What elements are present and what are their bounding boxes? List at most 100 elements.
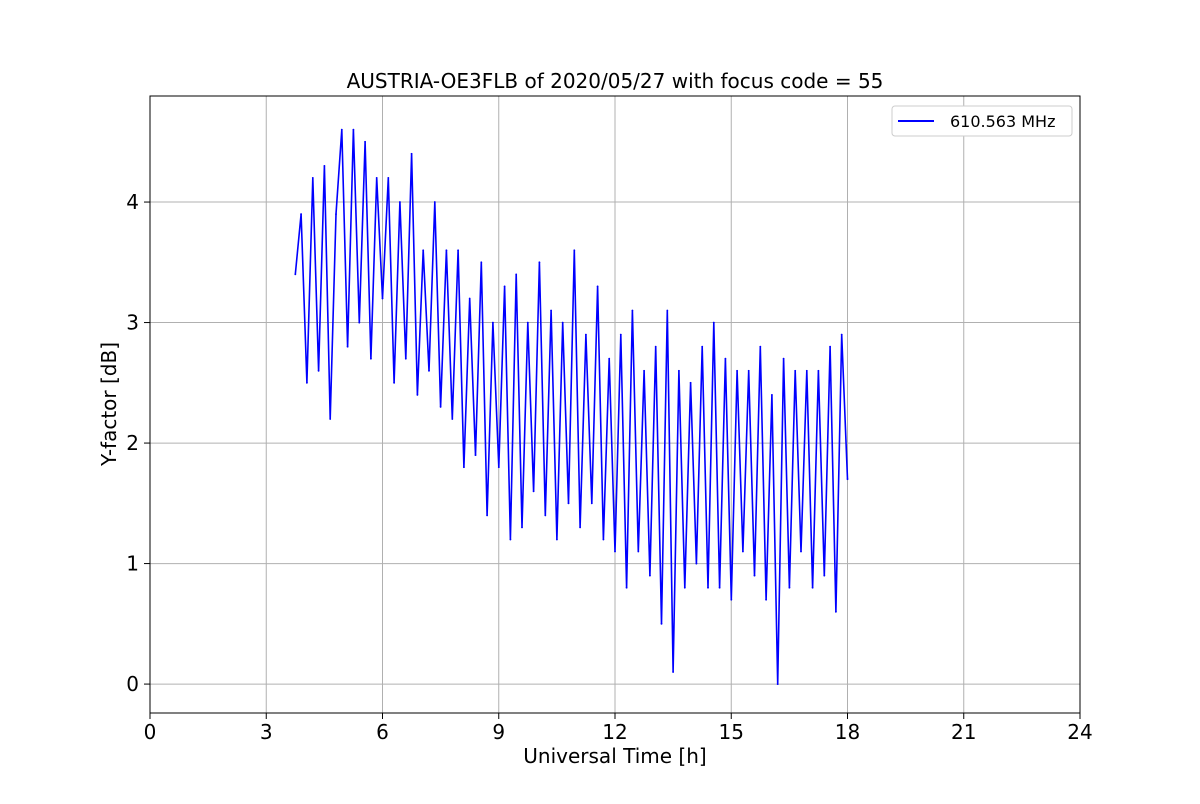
data-point [311, 177, 314, 179]
data-point [486, 514, 488, 517]
data-point [596, 285, 599, 288]
data-point [317, 369, 320, 372]
data-point [654, 345, 657, 348]
data-point [428, 369, 430, 372]
data-point [701, 345, 704, 348]
data-point [840, 333, 843, 336]
data-point [521, 526, 523, 529]
data-point [393, 381, 395, 384]
legend-box [891, 105, 1073, 137]
data-point [526, 321, 529, 324]
data-point [730, 598, 733, 601]
data-point [346, 345, 349, 348]
y-axis-label: Y-factor [dB] [97, 342, 121, 467]
legend: 610.563 MHz [891, 105, 1073, 137]
data-point [631, 309, 634, 312]
data-point [561, 321, 564, 324]
data-point [492, 321, 494, 324]
data-point [707, 586, 709, 589]
data-point [649, 574, 651, 577]
series-layer [294, 128, 849, 685]
data-point [585, 333, 587, 336]
data-point [689, 381, 692, 384]
data-point [538, 261, 541, 264]
data-point [294, 273, 297, 276]
data-point [753, 574, 756, 577]
data-point [759, 345, 762, 348]
data-point [718, 586, 721, 589]
y-tick-label: 1 [126, 552, 139, 576]
data-point [480, 261, 483, 264]
data-point [666, 309, 669, 312]
legend-label: 610.563 MHz [950, 112, 1055, 131]
x-tick-label: 12 [602, 720, 627, 744]
data-point [404, 357, 407, 360]
y-tick-label: 2 [126, 431, 139, 455]
data-point [619, 333, 622, 336]
data-point [410, 152, 413, 155]
data-point [590, 502, 593, 505]
data-point [637, 550, 640, 553]
data-point [340, 128, 343, 131]
data-point [300, 213, 302, 216]
data-point [544, 514, 547, 517]
data-point [625, 586, 628, 589]
data-point [381, 297, 384, 300]
data-point [550, 309, 552, 312]
data-point [439, 406, 442, 408]
data-point [683, 586, 686, 589]
data-point [776, 683, 779, 685]
data-point [736, 369, 738, 372]
data-point [329, 418, 332, 420]
data-point [422, 249, 425, 252]
data-point [375, 177, 378, 179]
data-point [817, 369, 820, 372]
data-point [724, 357, 727, 360]
data-point [811, 586, 814, 589]
data-point [468, 297, 471, 300]
data-point [457, 249, 459, 252]
data-point [358, 321, 361, 324]
data-point [323, 165, 326, 167]
data-point [660, 622, 663, 625]
data-point [771, 394, 773, 396]
x-tick-label: 15 [719, 720, 744, 744]
data-point [788, 586, 791, 589]
series-line-0 [294, 128, 849, 685]
chart-title: AUSTRIA-OE3FLB of 2020/05/27 with focus … [347, 69, 884, 93]
data-point [800, 550, 802, 553]
data-point [823, 574, 826, 577]
data-point [416, 394, 419, 396]
data-point [335, 213, 337, 216]
data-point [846, 478, 849, 481]
data-point [794, 369, 797, 372]
y-tick-label: 0 [126, 672, 139, 696]
data-point [579, 526, 581, 529]
y-tick-label: 4 [126, 190, 139, 214]
data-point [509, 538, 512, 541]
data-point [835, 610, 837, 613]
data-point [672, 671, 674, 673]
data-point [433, 201, 436, 203]
data-point [678, 369, 680, 372]
data-point [532, 490, 535, 493]
x-axis-label: Universal Time [h] [523, 744, 706, 768]
y-tick-label: 3 [126, 311, 139, 335]
x-tick-label: 21 [951, 720, 976, 744]
data-point [463, 466, 465, 469]
data-point [474, 454, 477, 456]
data-point [497, 466, 500, 469]
data-point [399, 201, 401, 203]
data-point [829, 345, 831, 348]
data-point [445, 249, 448, 252]
data-point [306, 381, 308, 384]
data-point [387, 177, 390, 179]
data-point [742, 550, 744, 553]
data-point [370, 357, 372, 360]
x-tick-label: 0 [144, 720, 157, 744]
x-tick-label: 18 [835, 720, 860, 744]
data-point [643, 369, 645, 372]
